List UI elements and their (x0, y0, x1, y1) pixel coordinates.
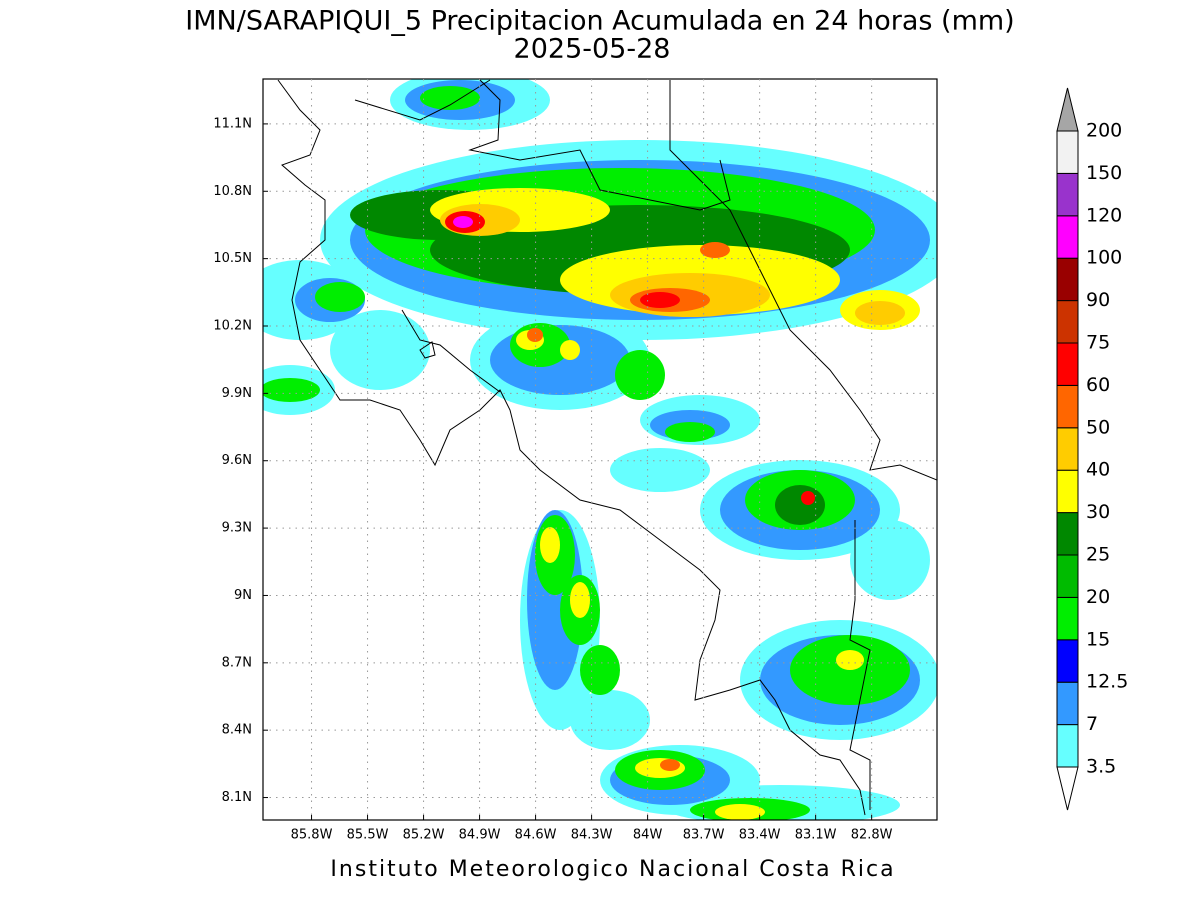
colorbar-label: 30 (1086, 501, 1110, 523)
x-tick-label: 84.3W (571, 828, 613, 843)
colorbar-label: 150 (1086, 162, 1122, 184)
colorbar-label: 100 (1086, 247, 1122, 269)
colorbar-box (1056, 427, 1079, 471)
colorbar-box (1056, 681, 1079, 726)
colorbar-box (1056, 596, 1079, 641)
x-tick-label: 84.9W (459, 828, 501, 843)
colorbar-box (1056, 300, 1079, 344)
coastline (277, 79, 937, 816)
colorbar-box (1056, 639, 1079, 683)
y-tick-label: 8.4N (222, 723, 252, 738)
colorbar-label: 60 (1086, 374, 1110, 396)
x-tick-label: 84W (633, 828, 663, 843)
title: IMN/SARAPIQUI_5 Precipitacion Acumulada … (185, 6, 1014, 37)
x-tick-label: 85.2W (403, 828, 445, 843)
subtitle: 2025-05-28 (514, 34, 671, 65)
colorbar-label: 3.5 (1086, 756, 1116, 778)
colorbar-label: 75 (1086, 332, 1110, 354)
colorbar-label: 25 (1086, 544, 1110, 566)
colorbar-box (1056, 469, 1079, 514)
colorbar-label: 120 (1086, 204, 1122, 226)
colorbar-box (1056, 512, 1079, 556)
colorbar-over-arrow (1056, 87, 1079, 132)
colorbar-label: 40 (1086, 459, 1110, 481)
precip-field (263, 79, 937, 820)
colorbar-label: 90 (1086, 289, 1110, 311)
colorbar-label: 7 (1086, 713, 1098, 735)
y-tick-label: 9.3N (222, 521, 252, 536)
x-tick-label: 83.1W (795, 828, 837, 843)
colorbar-box (1056, 257, 1079, 302)
colorbar-box (1056, 215, 1079, 259)
colorbar-under-arrow (1056, 766, 1079, 811)
y-tick-label: 10.2N (213, 319, 252, 334)
x-tick-label: 85.8W (291, 828, 333, 843)
colorbar-box (1056, 342, 1079, 386)
y-tick-label: 10.5N (213, 251, 252, 266)
colorbar-label: 200 (1086, 120, 1122, 142)
colorbar-label: 12.5 (1086, 671, 1128, 693)
colorbar-label: 50 (1086, 416, 1110, 438)
x-tick-label: 85.5W (347, 828, 389, 843)
y-tick-label: 10.8N (213, 184, 252, 199)
footer: Instituto Meteorologico Nacional Costa R… (330, 857, 895, 882)
x-tick-label: 83.4W (739, 828, 781, 843)
map-frame (262, 78, 938, 821)
colorbar-box (1056, 130, 1079, 174)
y-tick-label: 9N (234, 588, 252, 603)
x-tick-label: 83.7W (683, 828, 725, 843)
colorbar-box (1056, 724, 1079, 768)
y-tick-label: 8.1N (222, 790, 252, 805)
precip-area (453, 216, 473, 228)
colorbar-box (1056, 384, 1079, 429)
y-tick-label: 11.1N (213, 116, 252, 131)
y-tick-label: 9.9N (222, 386, 252, 401)
colorbar-box (1056, 554, 1079, 598)
y-tick-label: 8.7N (222, 655, 252, 670)
colorbar-box (1056, 172, 1079, 217)
x-tick-label: 82.8W (851, 828, 893, 843)
colorbar-label: 20 (1086, 586, 1110, 608)
x-tick-label: 84.6W (515, 828, 557, 843)
y-tick-label: 9.6N (222, 453, 252, 468)
colorbar-label: 15 (1086, 628, 1110, 650)
